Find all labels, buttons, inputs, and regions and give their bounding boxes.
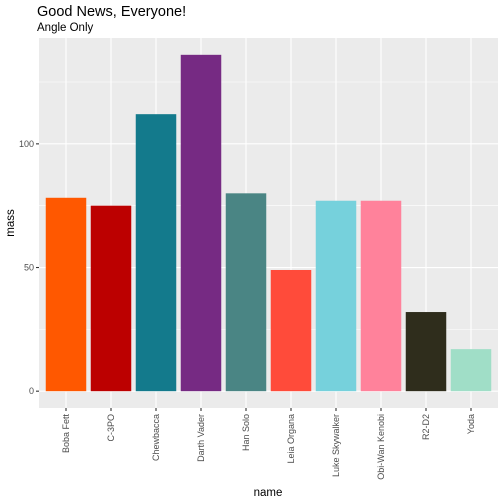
x-tick-label: Han Solo xyxy=(241,414,251,451)
x-tick-label: Boba Fett xyxy=(61,414,71,454)
bar-darth-vader xyxy=(180,54,222,392)
x-tick-label: R2-D2 xyxy=(421,414,431,440)
x-tick-label: Luke Skywalker xyxy=(331,414,341,477)
bar-chewbacca xyxy=(135,114,177,392)
bar-han-solo xyxy=(225,193,267,392)
x-tick-label: Obi-Wan Kenobi xyxy=(376,414,386,480)
y-axis: 0 50 100 xyxy=(19,139,39,396)
x-axis: Boba Fett C-3PO Chewbacca Darth Vader Han So… xyxy=(61,408,476,480)
bar-obi-wan-kenobi xyxy=(360,200,402,392)
chart-title: Good News, Everyone! xyxy=(37,4,186,20)
bar-c-3po xyxy=(90,205,132,392)
x-tick-label: Yoda xyxy=(466,414,476,434)
chart-subtitle: Angle Only xyxy=(37,22,94,34)
bar-luke-skywalker xyxy=(315,200,357,392)
x-tick-label: C-3PO xyxy=(106,414,116,442)
bar-leia-organa xyxy=(270,269,312,392)
bar-boba-fett xyxy=(45,197,87,392)
x-tick-label: Chewbacca xyxy=(151,414,161,461)
y-tick-label: 0 xyxy=(29,386,34,396)
y-axis-title: mass xyxy=(5,209,17,237)
y-tick-label: 50 xyxy=(24,263,34,273)
bars xyxy=(45,54,492,392)
x-axis-title: name xyxy=(254,487,283,499)
bar-r2-d2 xyxy=(405,312,447,392)
x-tick-label: Leia Organa xyxy=(286,414,296,464)
y-tick-label: 100 xyxy=(19,139,34,149)
bar-yoda xyxy=(450,349,492,392)
x-tick-label: Darth Vader xyxy=(196,414,206,462)
